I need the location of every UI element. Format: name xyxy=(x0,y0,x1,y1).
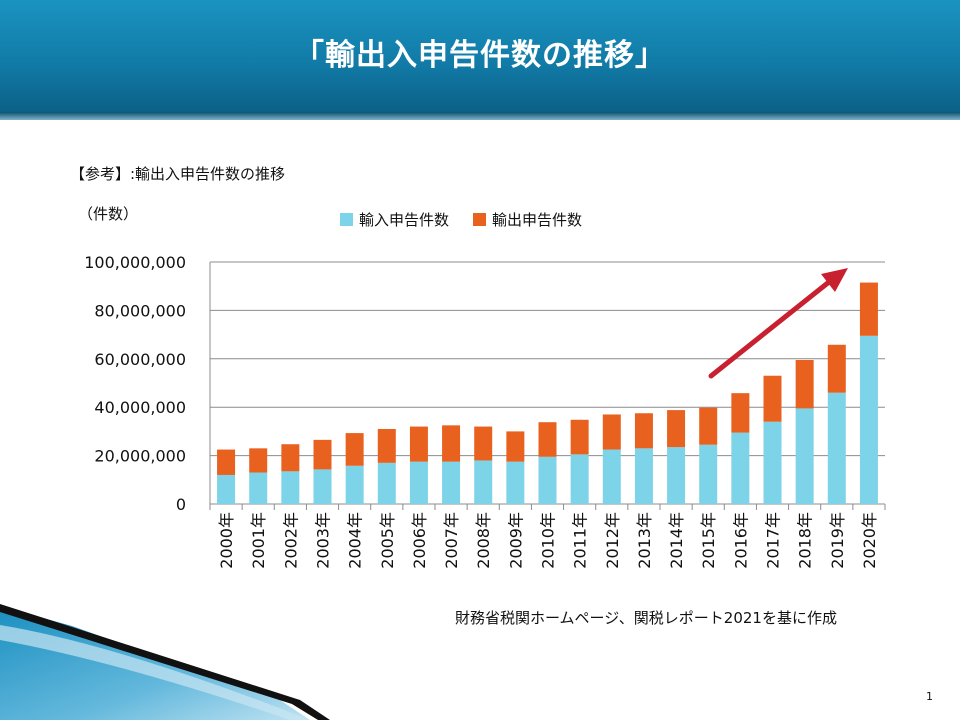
bar-import xyxy=(506,461,525,504)
x-tick-label: 2007年 xyxy=(442,512,461,569)
bar-export xyxy=(442,425,461,462)
x-tick-label: 2017年 xyxy=(764,512,783,569)
bar-export xyxy=(345,433,364,466)
bar-export xyxy=(731,393,750,433)
bar-export xyxy=(699,407,718,445)
legend-swatch-import xyxy=(340,213,353,226)
x-tick-label: 2018年 xyxy=(796,512,815,569)
bar-export xyxy=(667,410,686,448)
bar-import xyxy=(474,460,493,504)
page-number: 1 xyxy=(926,690,933,703)
bar-export xyxy=(313,439,332,470)
bar-import xyxy=(345,465,364,504)
bar-import xyxy=(281,471,300,504)
y-tick-label: 80,000,000 xyxy=(94,301,186,320)
legend-item-import: 輸入申告件数 xyxy=(340,209,449,230)
bar-export xyxy=(281,444,300,472)
bar-export xyxy=(217,449,236,475)
slide-title: 「輸出入申告件数の推移」 xyxy=(294,38,666,73)
bar-import xyxy=(538,456,557,504)
x-tick-label: 2003年 xyxy=(314,512,333,569)
bar-export xyxy=(634,413,653,449)
bar-import xyxy=(731,432,750,504)
bar-export xyxy=(602,414,621,450)
x-tick-label: 2002年 xyxy=(281,512,300,569)
bar-import xyxy=(313,469,332,504)
y-tick-label: 0 xyxy=(176,495,186,514)
bar-import xyxy=(827,392,846,504)
y-tick-label: 100,000,000 xyxy=(84,253,186,272)
x-tick-label: 2009年 xyxy=(506,512,525,569)
bar-import xyxy=(763,421,782,504)
x-tick-label: 2015年 xyxy=(699,512,718,569)
y-tick-label: 60,000,000 xyxy=(94,350,186,369)
x-tick-label: 2010年 xyxy=(539,512,558,569)
bar-import xyxy=(249,472,268,504)
title-bar-shadow xyxy=(0,112,960,120)
bar-import xyxy=(699,444,718,504)
legend-item-export: 輸出申告件数 xyxy=(473,209,582,230)
bar-import xyxy=(217,474,236,504)
bar-import xyxy=(442,461,461,504)
x-tick-label: 2014年 xyxy=(667,512,686,569)
bar-export xyxy=(474,426,493,461)
x-tick-label: 2016年 xyxy=(731,512,750,569)
bar-import xyxy=(795,408,814,504)
bar-import xyxy=(409,461,428,504)
bar-import xyxy=(667,447,686,504)
corner-swoosh-light xyxy=(0,625,310,720)
x-tick-label: 2013年 xyxy=(635,512,654,569)
y-axis-unit-label: （件数） xyxy=(78,205,139,223)
trend-arrow-shaft xyxy=(708,275,837,379)
y-tick-label: 40,000,000 xyxy=(94,398,186,417)
bar-export xyxy=(538,422,557,457)
reference-caption: 【参考】:輸出入申告件数の推移 xyxy=(70,165,286,183)
x-tick-label: 2020年 xyxy=(860,512,879,569)
legend-label-import: 輸入申告件数 xyxy=(359,211,450,229)
title-bar xyxy=(0,0,960,118)
x-tick-label: 2019年 xyxy=(828,512,847,569)
bar-export xyxy=(249,448,268,473)
x-tick-label: 2001年 xyxy=(249,512,268,569)
x-tick-label: 2006年 xyxy=(410,512,429,569)
x-tick-label: 2012年 xyxy=(603,512,622,569)
corner-swoosh-black xyxy=(0,604,330,720)
legend-label-export: 輸出申告件数 xyxy=(492,211,583,229)
x-tick-label: 2000年 xyxy=(217,512,236,569)
x-tick-label: 2005年 xyxy=(378,512,397,569)
bar-export xyxy=(506,431,525,462)
bar-import xyxy=(859,335,878,504)
bar-import xyxy=(602,449,621,504)
bar-import xyxy=(634,448,653,504)
bar-export xyxy=(377,428,396,463)
bar-export xyxy=(827,344,846,393)
bar-export xyxy=(409,426,428,462)
legend-swatch-export xyxy=(473,213,487,226)
source-note: 財務省税関ホームページ、関税レポート2021を基に作成 xyxy=(455,609,837,627)
bar-export xyxy=(795,360,814,409)
chart-legend: 輸入申告件数 輸出申告件数 xyxy=(340,209,582,230)
bar-export xyxy=(859,282,878,336)
x-tick-label: 2004年 xyxy=(346,512,365,569)
bar-import xyxy=(570,454,589,504)
bar-import xyxy=(377,462,396,504)
x-tick-label: 2011年 xyxy=(571,512,590,569)
trend-arrow-head xyxy=(821,268,848,292)
bar-export xyxy=(570,419,589,455)
y-tick-label: 20,000,000 xyxy=(94,447,186,466)
x-tick-label: 2008年 xyxy=(474,512,493,569)
bar-export xyxy=(763,375,782,422)
